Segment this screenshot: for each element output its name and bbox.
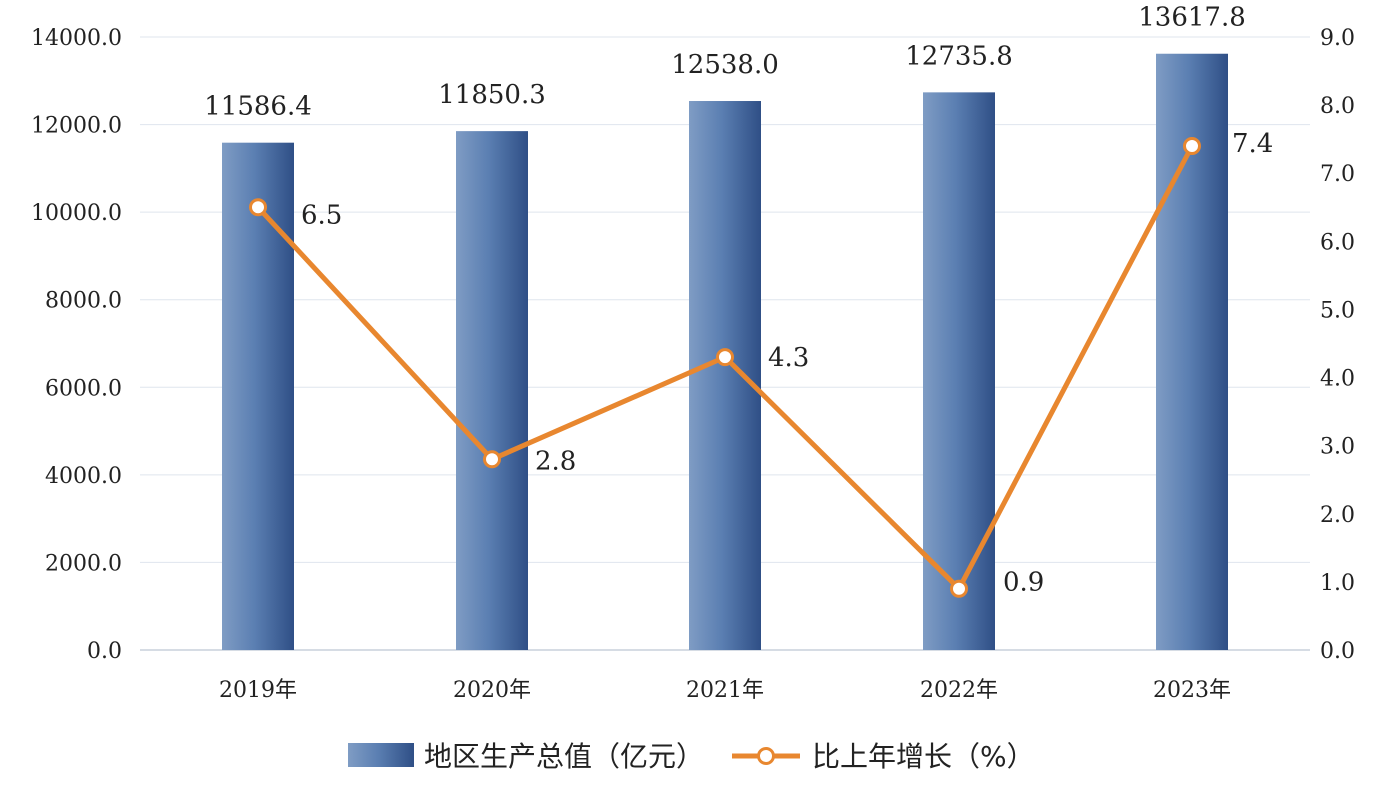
line-value-label: 6.5 xyxy=(301,200,342,230)
axes: 0.0 2000.0 4000.0 6000.0 8000.0 10000.0 12000.… xyxy=(31,26,1355,703)
bar-value-label: 11586.4 xyxy=(204,92,312,122)
line-point xyxy=(249,198,267,217)
bar-series xyxy=(222,53,1228,651)
data-labels: 11586.4 11850.3 12538.0 12735.8 13617.8 6.5 2.… xyxy=(204,3,1273,598)
line-point xyxy=(716,348,734,367)
y-right-tick-label: 7.0 xyxy=(1320,162,1355,187)
y-left-tick-label: 8000.0 xyxy=(45,289,122,314)
legend: 地区生产总值（亿元） 比上年增长（%） xyxy=(348,740,1035,773)
line-value-label: 4.3 xyxy=(768,343,809,373)
y-left-tick-label: 14000.0 xyxy=(31,26,122,51)
y-right-tick-label: 0.0 xyxy=(1320,639,1355,664)
x-tick-label: 2019年 xyxy=(219,678,297,703)
y-right-tick-label: 8.0 xyxy=(1320,94,1355,119)
y-left-tick-label: 0.0 xyxy=(87,639,122,664)
bar-value-label: 13617.8 xyxy=(1138,3,1246,33)
y-right-tick-label: 2.0 xyxy=(1320,503,1355,528)
line-value-label: 2.8 xyxy=(535,446,576,476)
legend-line-marker xyxy=(757,747,775,765)
y-right-tick-label: 1.0 xyxy=(1320,571,1355,596)
bar xyxy=(923,92,995,651)
x-tick-label: 2020年 xyxy=(453,678,531,703)
x-tick-label: 2021年 xyxy=(686,678,764,703)
x-tick-label: 2023年 xyxy=(1153,678,1231,703)
line-point xyxy=(950,579,968,598)
y-left-tick-label: 10000.0 xyxy=(31,201,122,226)
y-left-tick-label: 2000.0 xyxy=(45,551,122,576)
x-tick-label: 2022年 xyxy=(920,678,998,703)
line-value-label: 7.4 xyxy=(1232,129,1273,159)
line-value-label: 0.9 xyxy=(1003,568,1044,598)
y-right-tick-label: 5.0 xyxy=(1320,298,1355,323)
legend-label-growth: 比上年增长（%） xyxy=(812,740,1035,773)
y-right-tick-label: 9.0 xyxy=(1320,26,1355,51)
y-right-tick-label: 4.0 xyxy=(1320,367,1355,392)
bar xyxy=(689,101,761,651)
legend-label-gdp: 地区生产总值（亿元） xyxy=(424,740,704,773)
y-left-tick-label: 12000.0 xyxy=(31,114,122,139)
y-left-tick-label: 4000.0 xyxy=(45,464,122,489)
bar-value-label: 11850.3 xyxy=(438,80,546,110)
bar xyxy=(456,131,528,650)
y-right-tick-label: 3.0 xyxy=(1320,435,1355,460)
legend-bar-swatch xyxy=(348,743,414,767)
line-point xyxy=(1183,136,1201,155)
line-series xyxy=(249,136,1201,598)
line-point xyxy=(483,450,501,469)
y-left-tick-label: 6000.0 xyxy=(45,376,122,401)
bar xyxy=(222,142,294,650)
bar-value-label: 12538.0 xyxy=(671,50,779,80)
bar-value-label: 12735.8 xyxy=(905,41,1013,71)
y-right-tick-label: 6.0 xyxy=(1320,230,1355,255)
